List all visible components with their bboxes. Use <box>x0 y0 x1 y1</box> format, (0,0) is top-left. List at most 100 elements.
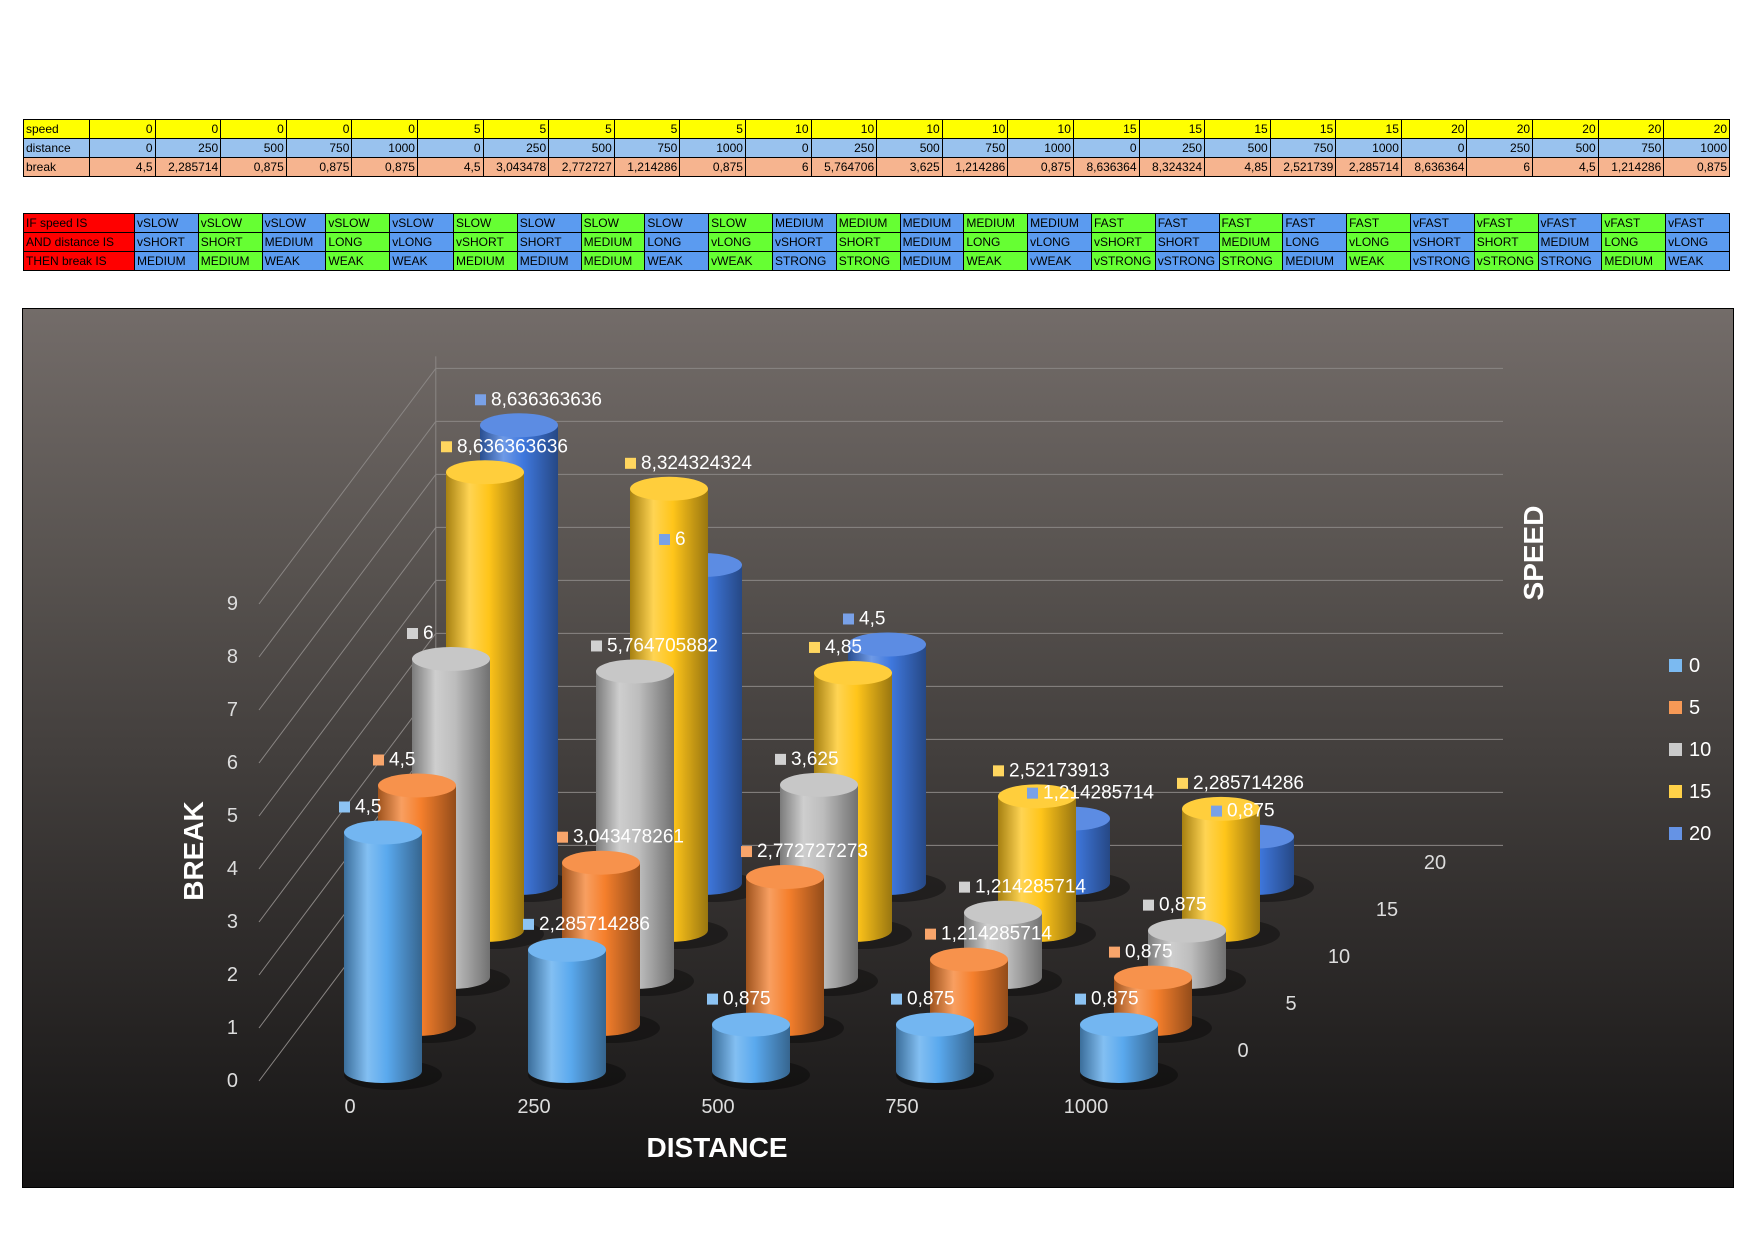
bar-series-0-750 <box>896 1012 994 1090</box>
table-cell: 4,5 <box>89 157 156 177</box>
table-cell: 750 <box>285 138 353 158</box>
table-cell: 1,214286 <box>613 157 681 177</box>
bar-series-0-1000 <box>1080 1012 1178 1090</box>
rule-cell: STRONG <box>771 251 837 271</box>
rule-cell: SLOW <box>644 213 710 233</box>
data-label-marker <box>1211 805 1222 817</box>
rule-cell: MEDIUM <box>899 213 965 233</box>
y-axis-ticks: 0 1 2 3 4 5 6 7 8 9 <box>227 593 238 1092</box>
data-label-marker <box>1075 993 1086 1005</box>
data-label-marker <box>809 641 820 653</box>
x-tick-label: 1000 <box>1064 1096 1109 1118</box>
rule-cell: MEDIUM <box>580 251 646 271</box>
table-cell: 750 <box>941 138 1009 158</box>
data-label: 8,636363636 <box>441 436 568 457</box>
table-cell: 750 <box>1269 138 1337 158</box>
rule-cell: SHORT <box>197 232 263 252</box>
data-label-text: 2,285714286 <box>539 914 650 935</box>
x-axis-title: DISTANCE <box>646 1132 787 1163</box>
table-cell: 2,772727 <box>548 157 615 177</box>
rule-cell: MEDIUM <box>1282 251 1348 271</box>
rule-cell: vFAST <box>1473 213 1539 233</box>
data-label-marker <box>625 457 636 469</box>
table-cell: 6 <box>744 157 812 177</box>
table-cell: 1,214286 <box>1597 157 1665 177</box>
rule-cell: vFAST <box>1409 213 1475 233</box>
data-label-text: 0,875 <box>1227 801 1275 822</box>
rule-cell: vLONG <box>389 232 454 252</box>
data-label-marker <box>959 881 970 893</box>
legend-swatch <box>1669 743 1682 756</box>
rule-cell: MEDIUM <box>899 232 965 252</box>
data-label-marker <box>1143 899 1154 911</box>
rule-cell: vSHORT <box>134 232 199 252</box>
data-label-text: 2,772727273 <box>757 841 868 862</box>
table-cell: 5 <box>613 119 681 139</box>
data-label-marker <box>925 928 936 940</box>
table-cell: 1000 <box>1007 138 1074 158</box>
rule-cell: LONG <box>644 232 710 252</box>
data-label-marker <box>557 831 568 843</box>
depth-tick-label: 15 <box>1376 899 1398 921</box>
table-cell: 0,875 <box>285 157 353 177</box>
x-tick-label: 250 <box>517 1096 550 1118</box>
break-row: break 4,5 2,285714 0,875 0,875 0,875 4,5 3,0434… <box>23 157 1730 177</box>
speed-row: speed 0 0 0 0 0 5 5 5 5 5 10 10 10 10 10 15 15 15 15 15 20 20 2… <box>23 119 1730 139</box>
x-tick-label: 750 <box>885 1096 918 1118</box>
rule-cell: vFAST <box>1601 213 1667 233</box>
data-label: 6 <box>407 623 434 644</box>
legend-item: 5 <box>1669 697 1700 719</box>
rule-header: THEN break IS <box>23 251 135 271</box>
table-cell: 750 <box>613 138 681 158</box>
table-cell: 500 <box>220 138 287 158</box>
legend-label: 5 <box>1689 697 1700 719</box>
rule-cell: vLONG <box>1027 232 1092 252</box>
and-distance-row: AND distance IS vSHORT SHORT MEDIUM LONG vLON… <box>23 232 1730 252</box>
table-cell: 20 <box>1532 119 1599 139</box>
table-cell: 10 <box>1007 119 1074 139</box>
data-label-marker <box>373 754 384 766</box>
rule-cell: MEDIUM <box>261 232 327 252</box>
table-cell: 4,5 <box>416 157 484 177</box>
table-cell: 250 <box>1466 138 1534 158</box>
data-label-marker <box>843 613 854 625</box>
gridline <box>258 527 437 764</box>
y-tick-label: 2 <box>227 964 238 986</box>
data-label: 4,85 <box>809 637 862 658</box>
data-label: 1,214285714 <box>1027 783 1154 804</box>
y-axis-title: BREAK <box>178 801 209 901</box>
data-label-text: 8,636363636 <box>457 436 568 457</box>
data-label: 0,875 <box>707 989 771 1010</box>
then-break-row: THEN break IS MEDIUM MEDIUM WEAK WEAK WEAK MED… <box>23 251 1730 271</box>
data-label-text: 5,764705882 <box>607 635 718 656</box>
data-label: 4,5 <box>339 797 381 818</box>
legend-item: 10 <box>1669 739 1711 761</box>
gridline <box>258 633 437 870</box>
bar-series-0-250 <box>528 937 626 1090</box>
data-label-text: 0,875 <box>1091 989 1139 1010</box>
rule-cell: MEDIUM <box>134 251 199 271</box>
data-label-text: 6 <box>423 623 434 644</box>
table-cell: 5 <box>679 119 746 139</box>
rule-cell: MEDIUM <box>1601 251 1667 271</box>
table-cell: 0 <box>154 119 222 139</box>
data-label: 8,324324324 <box>625 453 752 474</box>
data-label-text: 2,52173913 <box>1009 760 1109 781</box>
table-cell: 0,875 <box>351 157 418 177</box>
data-label-marker <box>775 753 786 765</box>
table-cell: 10 <box>810 119 878 139</box>
data-label-marker <box>339 801 350 813</box>
data-label-text: 0,875 <box>907 989 955 1010</box>
table-cell: 10 <box>876 119 943 139</box>
data-label-marker <box>659 534 670 545</box>
table-cell: 0 <box>220 119 287 139</box>
rule-cell: vSTRONG <box>1409 251 1475 271</box>
row-header: break <box>23 157 90 177</box>
table-cell: 0,875 <box>1663 157 1730 177</box>
table-cell: 500 <box>1532 138 1599 158</box>
if-speed-row: IF speed IS vSLOW vSLOW vSLOW vSLOW vSLOW SLOW… <box>23 213 1730 233</box>
table-cell: 500 <box>876 138 943 158</box>
table-cell: 1000 <box>351 138 418 158</box>
x-tick-label: 0 <box>344 1096 355 1118</box>
y-tick-label: 7 <box>227 699 238 721</box>
